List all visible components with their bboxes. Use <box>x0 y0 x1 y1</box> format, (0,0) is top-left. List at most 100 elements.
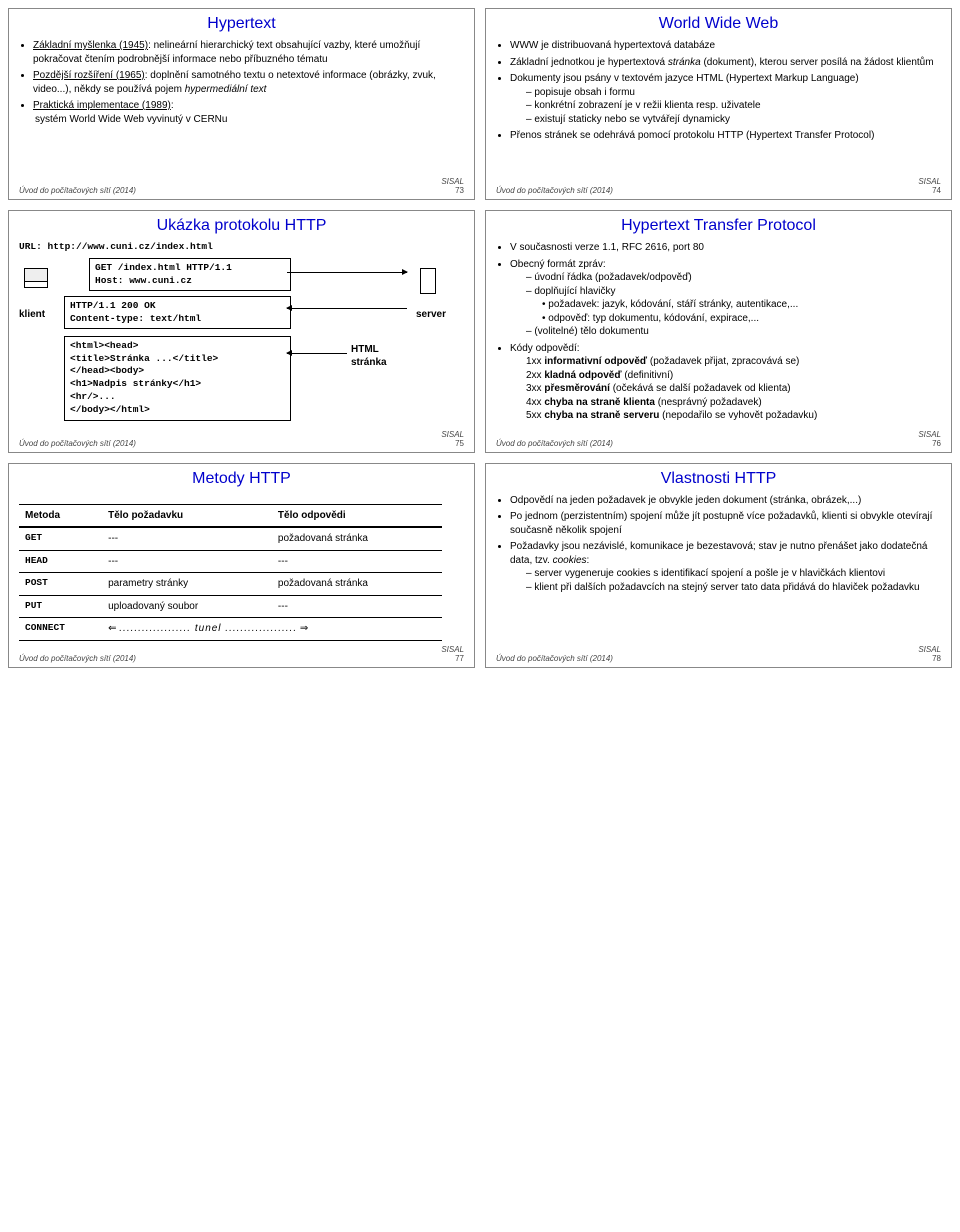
table-header: Tělo odpovědi <box>272 504 442 527</box>
text: </head><body> <box>70 365 285 378</box>
footer-text: Úvod do počítačových sítí (2014) <box>496 654 613 663</box>
bullet: Obecný formát zpráv: úvodní řádka (požad… <box>510 258 941 339</box>
cell: parametry stránky <box>102 573 272 596</box>
slide-body: Metoda Tělo požadavku Tělo odpovědi GET-… <box>19 494 464 641</box>
page-number: 77 <box>441 654 464 663</box>
arrow-left-icon <box>287 353 347 354</box>
text: Pozdější rozšíření (1965) <box>33 70 145 81</box>
slide-footer: Úvod do počítačových sítí (2014) SISAL75 <box>19 430 464 448</box>
text: SISAL <box>918 645 941 654</box>
page-number: 73 <box>441 186 464 195</box>
sub-bullet: (volitelné) tělo dokumentu <box>526 325 941 339</box>
sub-bullet: doplňující hlavičky požadavek: jazyk, kó… <box>526 285 941 326</box>
footer-right: SISAL74 <box>918 177 941 195</box>
sub-sub-bullet: požadavek: jazyk, kódování, stáří stránk… <box>542 298 941 312</box>
server-icon <box>420 268 436 294</box>
klient-label: klient <box>19 308 45 322</box>
text: chyba na straně klienta <box>544 397 655 408</box>
text: Kódy odpovědí: <box>510 343 580 354</box>
text: 3xx <box>526 383 544 394</box>
bullet: Požadavky jsou nezávislé, komunikace je … <box>510 540 941 594</box>
footer-right: SISAL73 <box>441 177 464 195</box>
text: (nesprávný požadavek) <box>655 397 762 408</box>
text: Praktická implementace (1989) <box>33 100 171 111</box>
slide-footer: Úvod do počítačových sítí (2014) SISAL73 <box>19 177 464 195</box>
cell: uploadovaný soubor <box>102 595 272 618</box>
bullet: Přenos stránek se odehrává pomocí protok… <box>510 129 941 143</box>
slide-title: Hypertext Transfer Protocol <box>496 217 941 235</box>
slide-73: Hypertext Základní myšlenka (1945): neli… <box>8 8 475 200</box>
text: </body></html> <box>70 404 285 417</box>
slide-body: Odpovědí na jeden požadavek je obvykle j… <box>496 494 941 641</box>
cell: PUT <box>19 595 102 618</box>
slide-body: URL: http://www.cuni.cz/index.html klien… <box>19 241 464 426</box>
cell: HEAD <box>19 550 102 573</box>
response-header-box: HTTP/1.1 200 OK Content-type: text/html <box>64 296 291 330</box>
table-header: Tělo požadavku <box>102 504 272 527</box>
cell: POST <box>19 573 102 596</box>
slide-footer: Úvod do počítačových sítí (2014) SISAL76 <box>496 430 941 448</box>
text: chyba na straně serveru <box>544 410 659 421</box>
text: systém World Wide Web vyvinutý v CERNu <box>33 113 464 127</box>
text: hypermediální text <box>185 84 267 95</box>
table-header: Metoda <box>19 504 102 527</box>
code-line: 5xx chyba na straně serveru (nepodařilo … <box>526 409 941 423</box>
arrow-right-icon: ⇒ <box>300 623 308 634</box>
arrow-left-icon: ⇐ <box>108 623 116 634</box>
slide-footer: Úvod do počítačových sítí (2014) SISAL78 <box>496 645 941 663</box>
slide-footer: Úvod do počítačových sítí (2014) SISAL74 <box>496 177 941 195</box>
text: Content-type: text/html <box>70 313 285 326</box>
text: (očekává se další požadavek od klienta) <box>610 383 791 394</box>
footer-text: Úvod do počítačových sítí (2014) <box>19 654 136 663</box>
cell: ⇐ ................... tunel ............… <box>102 618 442 641</box>
text: přesměrování <box>544 383 610 394</box>
bullet: WWW je distribuovaná hypertextová databá… <box>510 39 941 53</box>
bullet: V současnosti verze 1.1, RFC 2616, port … <box>510 241 941 255</box>
methods-table: Metoda Tělo požadavku Tělo odpovědi GET-… <box>19 504 442 641</box>
request-box: GET /index.html HTTP/1.1 Host: www.cuni.… <box>89 258 291 292</box>
text: (nepodařilo se vyhovět požadavku) <box>659 410 817 421</box>
bullet: Po jednom (perzistentním) spojení může j… <box>510 510 941 537</box>
footer-right: SISAL77 <box>441 645 464 663</box>
slide-75: Ukázka protokolu HTTP URL: http://www.cu… <box>8 210 475 453</box>
cell: požadovaná stránka <box>272 527 442 550</box>
footer-right: SISAL78 <box>918 645 941 663</box>
code-line: 4xx chyba na straně klienta (nesprávný p… <box>526 396 941 410</box>
text: kladná odpověď <box>544 370 621 381</box>
text: HTTP/1.1 200 OK <box>70 300 285 313</box>
footer-text: Úvod do počítačových sítí (2014) <box>496 439 613 448</box>
slide-title: Hypertext <box>19 15 464 33</box>
text: informativní odpověď <box>544 356 647 367</box>
text: (definitivní) <box>622 370 674 381</box>
arrow-left-icon <box>287 308 407 309</box>
text: SISAL <box>441 177 464 186</box>
bullet: Dokumenty jsou psány v textovém jazyce H… <box>510 72 941 126</box>
cell: --- <box>102 527 272 550</box>
slide-76: Hypertext Transfer Protocol V současnost… <box>485 210 952 453</box>
bullet: Pozdější rozšíření (1965): doplnění samo… <box>33 69 464 96</box>
code-line: 3xx přesměrování (očekává se další požad… <box>526 382 941 396</box>
text: ................... tunel ..............… <box>119 623 297 634</box>
html-body-box: <html><head> <title>Stránka ...</title> … <box>64 336 291 421</box>
text: 5xx <box>526 410 544 421</box>
footer-text: Úvod do počítačových sítí (2014) <box>19 439 136 448</box>
text: SISAL <box>441 645 464 654</box>
text: Základní jednotkou je hypertextová <box>510 57 668 68</box>
bullet: Základní myšlenka (1945): nelineární hie… <box>33 39 464 66</box>
table-row: POSTparametry stránkypožadovaná stránka <box>19 573 442 596</box>
text: <title>Stránka ...</title> <box>70 353 285 366</box>
bullet: Základní jednotkou je hypertextová strán… <box>510 56 941 70</box>
text: 4xx <box>526 397 544 408</box>
html-label: HTML stránka <box>351 343 387 370</box>
cell: --- <box>272 595 442 618</box>
text: <html><head> <box>70 340 285 353</box>
text: stránka <box>668 57 701 68</box>
code-line: 1xx informativní odpověď (požadavek přij… <box>526 355 941 369</box>
table-row: HEAD------ <box>19 550 442 573</box>
text: (požadavek přijat, zpracovává se) <box>647 356 799 367</box>
code-line: 2xx kladná odpověď (definitivní) <box>526 369 941 383</box>
computer-icon <box>24 268 48 288</box>
cell: požadovaná stránka <box>272 573 442 596</box>
footer-right: SISAL76 <box>918 430 941 448</box>
footer-right: SISAL75 <box>441 430 464 448</box>
